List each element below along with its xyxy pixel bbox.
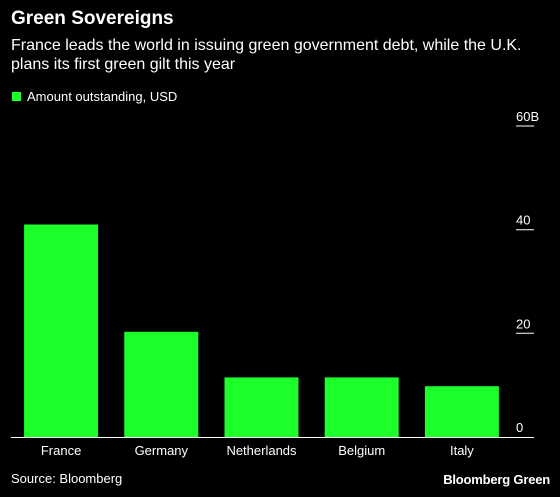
bar-netherlands [224,377,299,437]
x-tick-label: Belgium [338,443,385,458]
bar-belgium [324,377,399,437]
legend-label: Amount outstanding, USD [27,89,178,104]
legend: Amount outstanding, USD [12,89,177,104]
x-tick-label: Italy [450,443,474,458]
x-tick-label: Netherlands [226,443,297,458]
bar-italy [424,386,499,437]
chart-subtitle: France leads the world in issuing green … [11,37,522,73]
legend-swatch [12,92,21,101]
bar-france [24,224,99,437]
y-tick-label: 40 [516,213,530,228]
bar-germany [124,331,199,437]
y-tick-label: 0 [516,420,523,435]
y-tick-label: 60B [516,109,539,124]
brand-logo: Bloomberg Green [443,472,550,487]
source-note: Source: Bloomberg [11,471,123,486]
chart-title: Green Sovereigns [11,8,174,29]
y-tick-label: 20 [516,316,530,331]
x-tick-label: France [41,443,81,458]
x-tick-label: Germany [135,443,189,458]
